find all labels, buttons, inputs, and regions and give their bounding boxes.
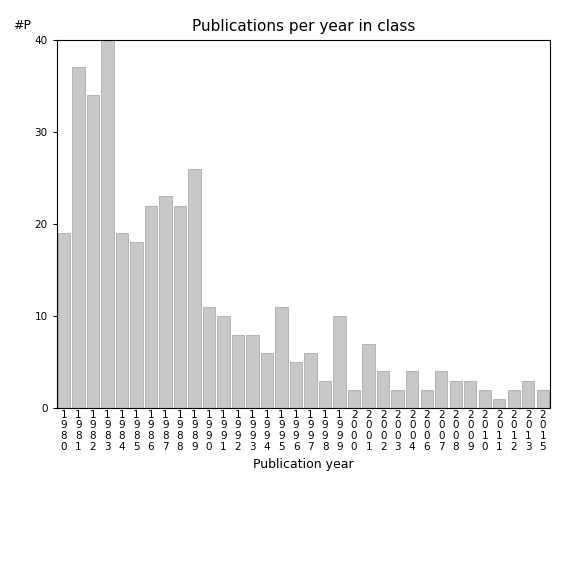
Bar bbox=[58, 233, 70, 408]
Bar bbox=[232, 335, 244, 408]
Bar bbox=[130, 242, 143, 408]
Bar bbox=[421, 390, 433, 408]
Bar bbox=[522, 380, 534, 408]
Bar bbox=[276, 307, 287, 408]
Bar bbox=[348, 390, 360, 408]
Bar bbox=[479, 390, 491, 408]
Bar bbox=[507, 390, 520, 408]
Bar bbox=[217, 316, 230, 408]
Bar bbox=[319, 380, 331, 408]
Bar bbox=[101, 40, 113, 408]
Bar bbox=[304, 353, 317, 408]
X-axis label: Publication year: Publication year bbox=[253, 458, 354, 471]
Bar bbox=[391, 390, 404, 408]
Bar bbox=[159, 196, 172, 408]
Bar bbox=[188, 168, 201, 408]
Bar bbox=[261, 353, 273, 408]
Bar bbox=[247, 335, 259, 408]
Bar bbox=[450, 380, 462, 408]
Bar bbox=[435, 371, 447, 408]
Bar bbox=[145, 205, 157, 408]
Bar bbox=[362, 344, 375, 408]
Bar bbox=[377, 371, 390, 408]
Bar bbox=[333, 316, 346, 408]
Bar bbox=[493, 399, 505, 408]
Bar bbox=[406, 371, 418, 408]
Bar bbox=[174, 205, 186, 408]
Bar bbox=[87, 95, 99, 408]
Bar bbox=[116, 233, 128, 408]
Bar bbox=[464, 380, 476, 408]
Y-axis label: #P: #P bbox=[13, 19, 31, 32]
Bar bbox=[536, 390, 549, 408]
Bar bbox=[290, 362, 302, 408]
Title: Publications per year in class: Publications per year in class bbox=[192, 19, 415, 35]
Bar bbox=[203, 307, 215, 408]
Bar bbox=[73, 67, 84, 408]
